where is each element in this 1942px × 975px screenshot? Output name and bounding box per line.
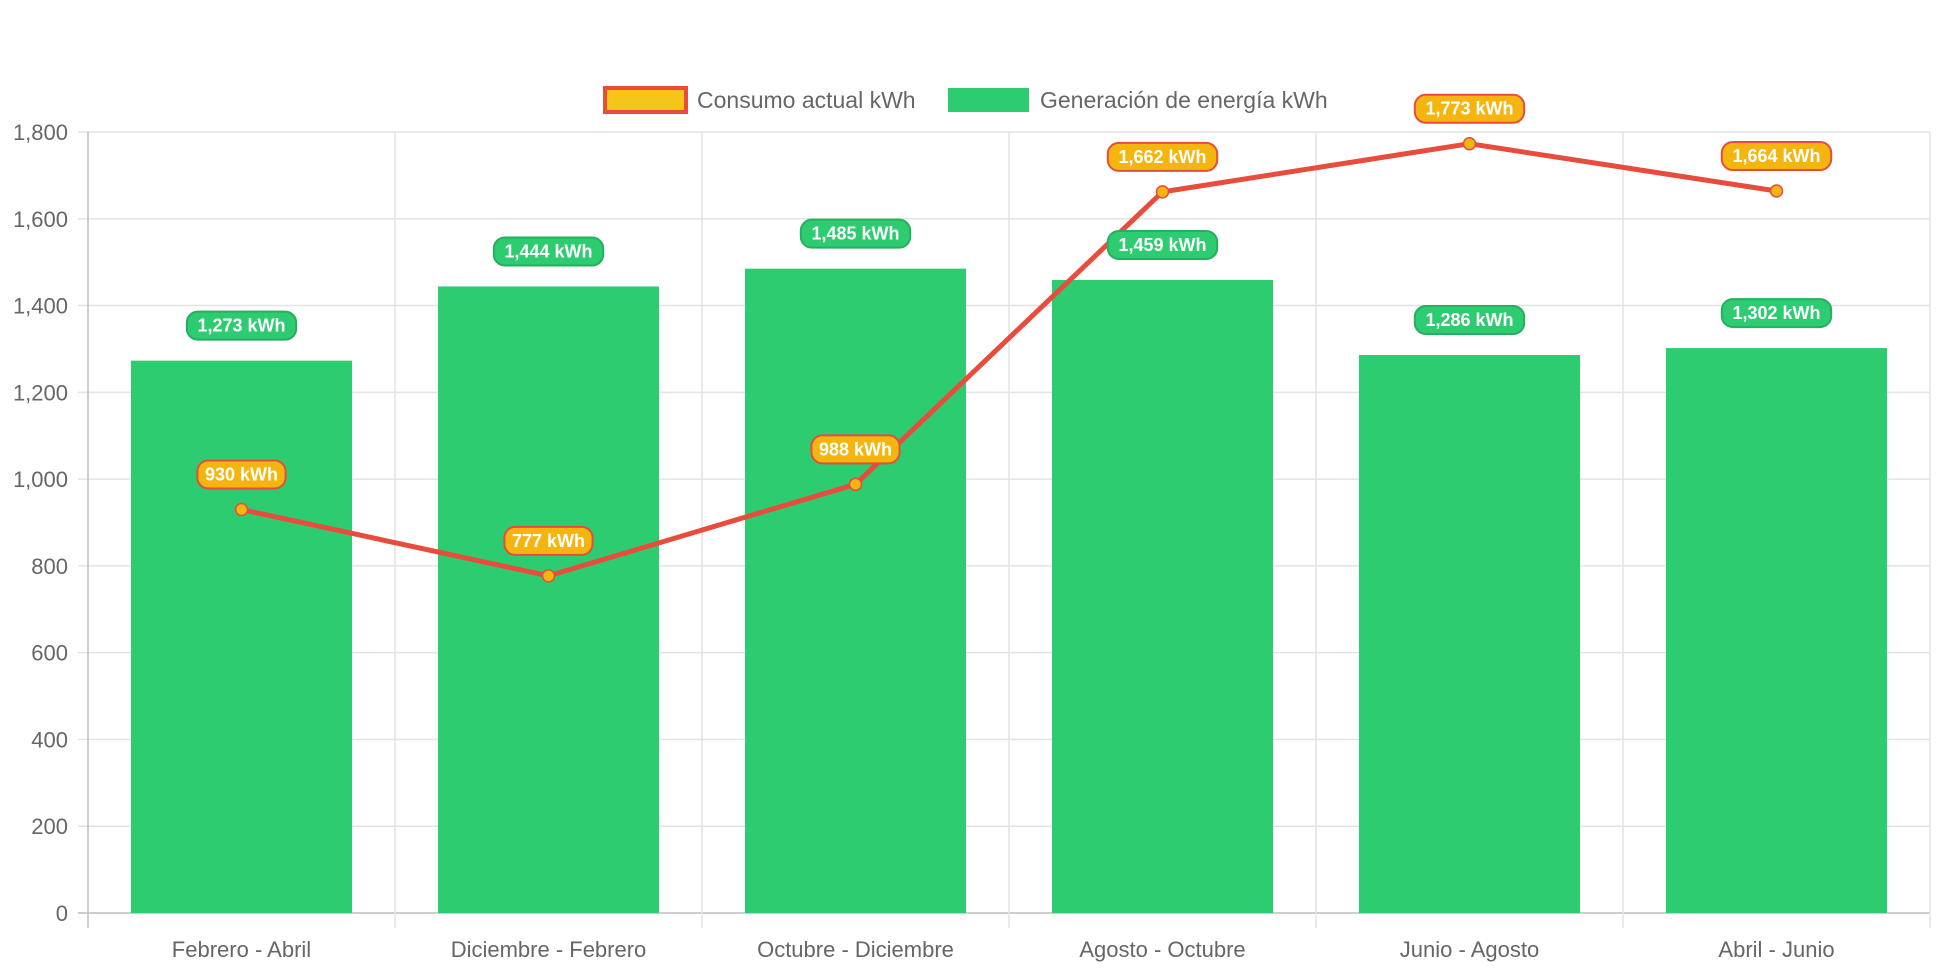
line-point[interactable] — [1769, 184, 1784, 198]
line-point[interactable] — [234, 502, 249, 517]
x-tick-label: Junio - Agosto — [1400, 937, 1539, 962]
line-data-label: 988 kWh — [819, 439, 892, 459]
bar-data-label-bg — [185, 310, 298, 341]
bar[interactable] — [1358, 355, 1581, 913]
y-tick-label: 200 — [31, 814, 68, 839]
y-tick-label: 800 — [31, 554, 68, 579]
legend-item-consumo[interactable]: Consumo actual kWh — [603, 86, 916, 114]
data-labels: 1,273 kWh 1,444 kWh 1,485 kWh 1,459 kWh 1,28… — [185, 93, 1833, 556]
line-data-label-bg — [1720, 141, 1833, 172]
consumption-line — [240, 141, 1777, 579]
bar-data-label-bg — [492, 236, 605, 267]
bar-data-label: 1,273 kWh — [197, 316, 285, 336]
line-data-label: 1,773 kWh — [1425, 99, 1513, 119]
x-tick-label: Octubre - Diciembre — [757, 937, 954, 962]
line-point[interactable] — [1462, 136, 1477, 151]
line-point[interactable] — [848, 477, 863, 492]
line-data-label: 1,664 kWh — [1732, 146, 1820, 166]
bar[interactable] — [130, 360, 353, 914]
x-tick-label: Diciembre - Febrero — [451, 937, 647, 962]
line-data-label: 930 kWh — [205, 464, 278, 484]
bar[interactable] — [1665, 348, 1888, 913]
line-data-label-bg — [1413, 93, 1526, 124]
y-tick-label: 1,000 — [13, 467, 68, 492]
y-tick-label: 400 — [31, 727, 68, 752]
line-data-label-bg — [810, 434, 901, 465]
legend-swatch-generacion — [948, 88, 1029, 112]
legend[interactable]: Consumo actual kWh Generación de energía… — [603, 86, 1328, 114]
legend-label-generacion: Generación de energía kWh — [1040, 87, 1328, 113]
y-tick-label: 1,400 — [13, 294, 68, 319]
y-tick-label: 1,200 — [13, 380, 68, 405]
bar-data-label: 1,459 kWh — [1118, 235, 1206, 255]
bar-data-label-bg — [1720, 298, 1833, 329]
bar[interactable] — [437, 286, 660, 913]
legend-label-consumo: Consumo actual kWh — [697, 87, 916, 113]
y-tick-label: 1,600 — [13, 207, 68, 232]
bar[interactable] — [744, 268, 967, 913]
line-data-label: 1,662 kWh — [1118, 147, 1206, 167]
y-tick-label: 0 — [56, 901, 68, 926]
line-data-label: 777 kWh — [512, 531, 585, 551]
line-data-label-bg — [196, 459, 287, 490]
bar-series — [130, 268, 1888, 914]
x-axis: Febrero - Abril Diciembre - Febrero Octubr… — [172, 937, 1835, 962]
legend-item-generacion[interactable]: Generación de energía kWh — [948, 87, 1328, 113]
bar-data-label-bg — [1413, 305, 1526, 336]
line-point[interactable] — [1155, 185, 1170, 199]
x-tick-label: Abril - Junio — [1718, 937, 1834, 962]
bar-data-label-bg — [799, 218, 912, 249]
bar-data-label: 1,302 kWh — [1732, 303, 1820, 323]
bar-data-label-bg — [1106, 229, 1219, 260]
grid — [78, 131, 1931, 928]
bar[interactable] — [1051, 279, 1274, 913]
bar-data-label: 1,444 kWh — [504, 241, 592, 261]
line-data-label-bg — [1106, 141, 1219, 172]
y-tick-label: 600 — [31, 641, 68, 666]
x-tick-label: Febrero - Abril — [172, 937, 311, 962]
y-tick-label: 1,800 — [13, 120, 68, 145]
line-series — [234, 136, 1784, 583]
legend-swatch-consumo — [603, 86, 688, 114]
y-axis: 0 200 400 600 800 1,000 1,200 1,400 1,600 1,800 — [13, 120, 68, 926]
x-tick-label: Agosto - Octubre — [1079, 937, 1245, 962]
line-data-label-bg — [503, 525, 594, 556]
bar-data-label: 1,286 kWh — [1425, 310, 1513, 330]
line-point[interactable] — [541, 569, 556, 583]
bar-data-label: 1,485 kWh — [811, 224, 899, 244]
